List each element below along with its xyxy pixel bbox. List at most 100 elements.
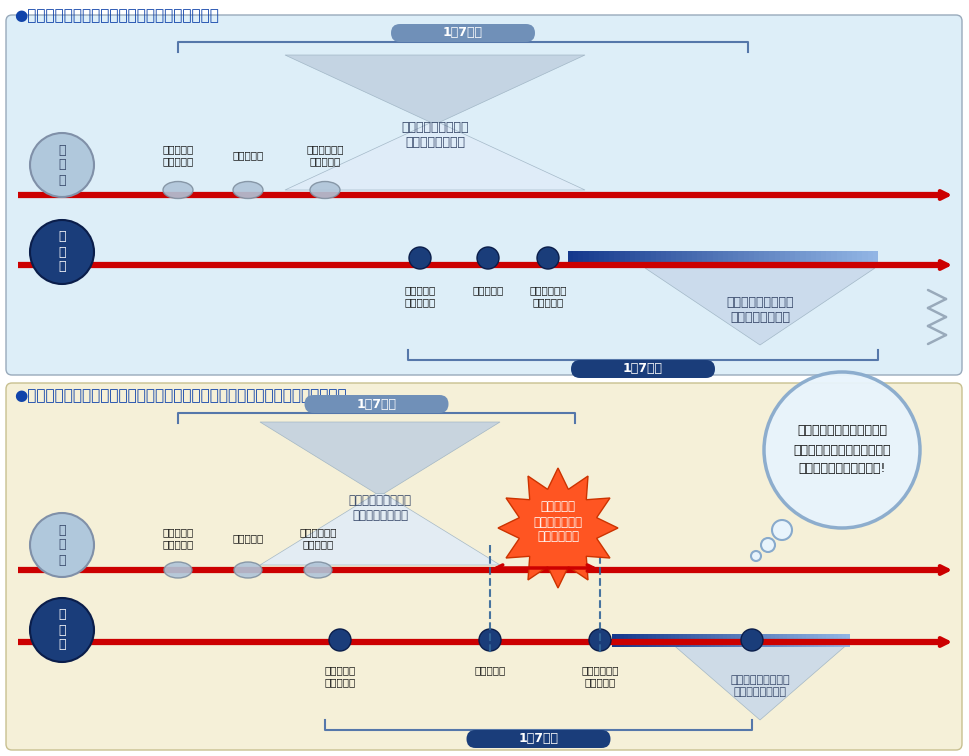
Bar	[858, 251, 863, 265]
Bar	[852, 251, 858, 265]
Circle shape	[30, 133, 94, 197]
Bar	[636, 634, 641, 646]
Bar	[728, 251, 734, 265]
Text: 公共工事を請け負う
ことのできる期間: 公共工事を請け負う ことのできる期間	[401, 121, 469, 149]
Bar	[727, 634, 732, 646]
Bar	[707, 634, 711, 646]
Bar	[780, 251, 786, 265]
Bar	[696, 634, 700, 646]
Bar	[614, 251, 620, 265]
Bar	[802, 634, 807, 646]
Bar	[783, 634, 787, 646]
Bar	[823, 634, 827, 646]
Bar	[842, 634, 847, 646]
Bar	[800, 251, 806, 265]
Bar	[862, 251, 868, 265]
Bar	[738, 251, 744, 265]
Bar	[718, 251, 724, 265]
Ellipse shape	[233, 181, 263, 199]
Text: 1年7カ月: 1年7カ月	[357, 398, 396, 411]
Bar	[821, 251, 827, 265]
Bar	[754, 251, 760, 265]
Bar	[731, 634, 735, 646]
Text: 1年7カ月: 1年7カ月	[518, 733, 558, 745]
Bar	[759, 634, 764, 646]
Bar	[703, 634, 707, 646]
Text: 申請・受付: 申請・受付	[472, 285, 504, 295]
Bar	[846, 634, 851, 646]
Bar	[842, 251, 848, 265]
Bar	[796, 251, 801, 265]
Text: 一
年
目: 一 年 目	[58, 144, 66, 187]
Bar	[645, 251, 651, 265]
Circle shape	[772, 520, 792, 540]
Bar	[700, 634, 703, 646]
Bar	[660, 634, 664, 646]
Bar	[574, 251, 578, 265]
Bar	[847, 251, 853, 265]
Text: 申請・受付: 申請・受付	[233, 150, 264, 160]
Bar	[867, 251, 873, 265]
Text: 二
年
目: 二 年 目	[58, 231, 66, 274]
Polygon shape	[285, 55, 585, 122]
Bar	[641, 251, 646, 265]
Bar	[795, 634, 798, 646]
Circle shape	[761, 538, 775, 552]
Bar	[647, 634, 652, 646]
Circle shape	[329, 629, 351, 651]
Polygon shape	[645, 268, 875, 345]
Text: 経営事項審査
の結果通知: 経営事項審査 の結果通知	[581, 665, 619, 687]
Bar	[676, 251, 682, 265]
Bar	[687, 251, 693, 265]
Bar	[666, 251, 672, 265]
Bar	[643, 634, 648, 646]
Bar	[672, 634, 676, 646]
Bar	[816, 251, 822, 265]
Text: 申請を怠ると、公共工事の
発注者と請負契約を締結する
ことができなくなります!: 申請を怠ると、公共工事の 発注者と請負契約を締結する ことができなくなります!	[794, 425, 891, 476]
Bar	[578, 251, 584, 265]
Polygon shape	[260, 422, 500, 494]
Bar	[719, 634, 724, 646]
Bar	[873, 251, 879, 265]
Circle shape	[479, 629, 501, 651]
Bar	[711, 634, 716, 646]
Bar	[687, 634, 692, 646]
Text: 公共工事を
請け負うことが
できない期間: 公共工事を 請け負うことが できない期間	[534, 500, 582, 544]
Bar	[599, 251, 605, 265]
Bar	[747, 634, 751, 646]
Bar	[692, 251, 698, 265]
Bar	[703, 251, 708, 265]
Polygon shape	[260, 494, 500, 565]
Bar	[604, 251, 610, 265]
Bar	[672, 251, 677, 265]
Bar	[734, 251, 739, 265]
Bar	[769, 251, 775, 265]
Ellipse shape	[234, 562, 262, 578]
Bar	[838, 634, 843, 646]
Bar	[779, 634, 783, 646]
Bar	[664, 634, 668, 646]
Ellipse shape	[163, 181, 193, 199]
Ellipse shape	[164, 562, 192, 578]
FancyBboxPatch shape	[6, 383, 962, 750]
Text: 公共工事を請け負う
ことのできる期間: 公共工事を請け負う ことのできる期間	[731, 675, 790, 697]
Bar	[836, 251, 842, 265]
Bar	[814, 634, 819, 646]
Polygon shape	[670, 642, 850, 720]
Bar	[619, 251, 625, 265]
Text: 1年7カ月: 1年7カ月	[443, 26, 483, 39]
Text: 公共工事を請け負う
ことのできる期間: 公共工事を請け負う ことのできる期間	[349, 494, 412, 522]
Bar	[675, 634, 680, 646]
Bar	[798, 634, 803, 646]
Bar	[588, 251, 594, 265]
Bar	[650, 251, 656, 265]
Bar	[755, 634, 760, 646]
FancyBboxPatch shape	[571, 360, 715, 378]
Bar	[743, 634, 747, 646]
FancyBboxPatch shape	[391, 24, 535, 42]
Bar	[791, 634, 795, 646]
Bar	[763, 634, 767, 646]
Circle shape	[30, 220, 94, 284]
Bar	[806, 634, 811, 646]
Text: 二
年
目: 二 年 目	[58, 609, 66, 652]
